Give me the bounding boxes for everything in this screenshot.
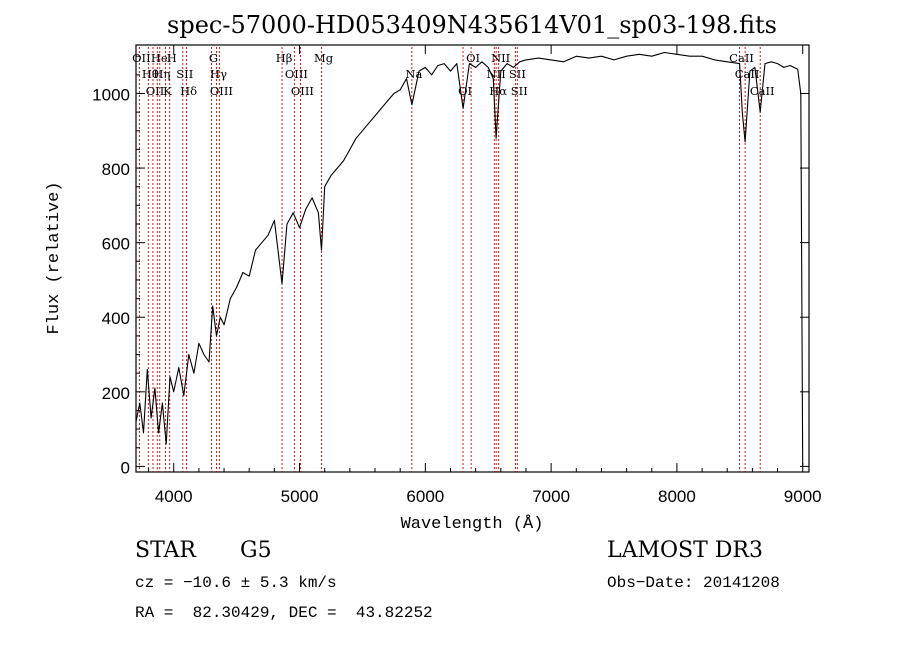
object-subclass: G5 <box>240 538 272 563</box>
line-label: Hη <box>153 67 170 81</box>
line-label: He <box>151 51 168 65</box>
line-label: OIII <box>210 84 233 98</box>
line-label: SII <box>176 67 193 81</box>
x-axis-ticks: 4000 5000 6000 7000 8000 9000 <box>148 45 822 506</box>
line-label: Hθ <box>142 67 159 81</box>
y-axis-label: Flux (relative) <box>45 181 64 334</box>
x-tick-label: 5000 <box>281 487 319 506</box>
line-label: OII <box>146 84 165 98</box>
spectrum-line <box>135 51 804 467</box>
observation-date: Obs−Date: 20141208 <box>607 574 780 592</box>
chart-title: spec-57000-HD053409N435614V01_sp03-198.f… <box>167 11 777 39</box>
line-label: OIII <box>285 67 308 81</box>
line-label: OII <box>132 51 151 65</box>
line-label: Mg <box>314 51 334 65</box>
y-tick-label: 200 <box>102 384 130 403</box>
line-label: G <box>209 51 218 65</box>
x-tick-label: 6000 <box>406 487 444 506</box>
emission-line-labels: OIIHθOIIHeHηKHSIIHδGHγOIIIHβOIIIOIIIMgNa… <box>132 51 774 98</box>
survey-name: LAMOST DR3 <box>607 538 763 563</box>
line-label: SII <box>509 67 526 81</box>
y-tick-label: 600 <box>102 235 130 254</box>
line-label: K <box>163 84 172 98</box>
line-label: OI <box>466 51 480 65</box>
emission-line-markers <box>138 47 761 472</box>
x-axis-label: Wavelength (Å) <box>401 515 544 534</box>
line-label: Hδ <box>180 84 197 98</box>
plot-frame <box>135 44 810 473</box>
x-tick-label: 8000 <box>658 487 696 506</box>
y-tick-label: 0 <box>121 458 130 477</box>
object-class: STAR <box>135 538 196 563</box>
line-label: Hα <box>489 84 507 98</box>
redshift-cz: cz = −10.6 ± 5.3 km/s <box>135 574 337 592</box>
line-label: Hβ <box>276 51 293 65</box>
line-label: H <box>167 51 177 65</box>
line-label: CaII <box>729 51 754 65</box>
line-label: Na <box>405 67 422 81</box>
x-tick-label: 4000 <box>155 487 193 506</box>
line-label: OIII <box>291 84 314 98</box>
line-label: SII <box>511 84 528 98</box>
line-label: Hγ <box>210 67 227 81</box>
coordinates: RA = 82.30429, DEC = 43.82252 <box>135 604 433 622</box>
y-tick-label: 400 <box>102 309 130 328</box>
y-tick-label: 800 <box>102 160 130 179</box>
x-tick-label: 9000 <box>784 487 822 506</box>
line-label: NII <box>491 51 510 65</box>
y-tick-label: 1000 <box>92 85 130 104</box>
y-axis-ticks: 0 200 400 600 800 1000 <box>92 55 809 477</box>
x-tick-label: 7000 <box>532 487 570 506</box>
